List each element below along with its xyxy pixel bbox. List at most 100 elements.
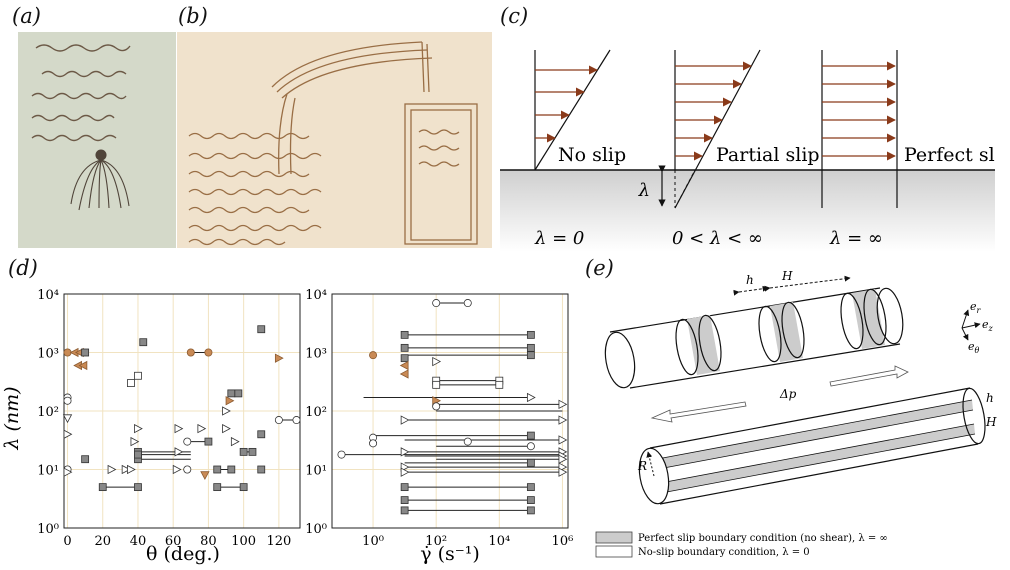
data-point [81,455,90,464]
data-point [369,439,378,448]
x-tick-label: 10⁴ [488,534,510,549]
data-point [432,356,442,367]
data-point [526,496,535,504]
lower-cylinder [638,387,986,505]
data-point [98,483,107,492]
data-point [432,380,441,389]
label-partial-slip: Partial slip [716,144,820,166]
data-point [558,415,568,425]
data-point [257,325,266,334]
slip-length-charts: 10⁰ 10¹ 10² 10³ 10⁴ 0 20 40 60 80 100 120 10⁰ 10¹ 10²… [1,288,573,565]
data-point [399,360,409,371]
data-point [139,338,148,347]
data-point [526,343,535,352]
data-point [230,436,240,447]
data-point [463,299,472,308]
data-point [134,483,142,492]
cylinder-schematic: h H er ez eθ Δp R h [590,269,1010,566]
y-tick-label: 10⁰ [37,522,59,537]
data-point [204,437,213,446]
data-point [107,464,117,475]
data-point [526,330,535,339]
x-tick-label: 0 [63,534,71,549]
data-point [130,436,140,447]
data-point [222,423,231,434]
condition-no-slip: λ = 0 [534,228,584,249]
data-point [526,458,535,467]
label-no-slip: No slip [558,144,626,166]
x-tick-label: 10⁶ [552,534,574,549]
data-point [63,467,73,477]
chart-theta-xlabel: θ (deg.) [146,543,220,565]
data-point [239,447,248,456]
y-tick-label: 10² [305,405,327,420]
plot-frame [331,293,569,529]
chart-shear-rate: 10⁰ 10¹ 10² 10³ 10⁴ 10⁰ 10² 10⁴ 10⁶ [305,288,573,549]
data-point [248,447,257,456]
condition-partial-slip: 0 < λ < ∞ [672,228,763,249]
panel-label-b: (b) [178,4,208,28]
data-point [558,454,568,464]
data-point [200,471,210,481]
data-point [274,416,283,425]
data-point [400,330,409,339]
data-point [526,351,535,360]
axis-er: er [970,300,982,315]
data-point [174,447,184,457]
radius-label: R [637,459,647,473]
data-point [526,442,535,451]
panel-label-e: (e) [585,256,614,280]
flow-arrow-right-icon [829,365,909,387]
upper-H-label: H [781,270,793,283]
data-point [134,371,142,380]
y-tick-label: 10³ [305,347,327,362]
data-point [432,402,441,411]
data-point [225,396,235,406]
axis-etheta: eθ [968,340,980,355]
partial-slip-velocity-arrows [675,61,752,161]
flow-arrow-left-icon [650,401,747,423]
data-point [183,437,192,446]
data-point [134,423,143,434]
y-tick-label: 10¹ [305,464,327,479]
plot-frame [63,293,301,529]
data-point [227,389,236,398]
data-point [81,348,90,357]
data-point [526,392,536,403]
panel-label-d: (d) [8,256,38,280]
data-point [63,396,72,405]
upper-cylinder [604,287,904,389]
data-point [63,429,73,439]
data-point [183,465,192,474]
data-point [526,431,535,440]
label-perfect-slip: Perfect slip [904,144,995,166]
data-point [174,423,184,434]
data-point [213,483,222,492]
y-tick-label: 10⁰ [305,522,327,537]
upper-h-label: h [746,273,754,287]
x-tick-label: 40 [130,534,147,549]
wall [500,170,995,252]
lower-h-label: h [986,391,994,405]
manuscript-photo-b [177,32,492,248]
y-tick-label: 10⁴ [305,288,327,303]
data-point [172,464,182,475]
chart-theta: 10⁰ 10¹ 10² 10³ 10⁴ 0 20 40 60 80 100 120 [37,288,301,549]
legend-no-slip: No-slip boundary condition, λ = 0 [638,547,810,558]
no-slip-velocity-arrows [535,65,598,143]
data-point [127,464,136,475]
legend-swatch-perfect-slip [595,531,633,544]
x-tick-label: 100 [231,534,256,549]
x-tick-label: 60 [165,534,182,549]
data-point [369,351,378,360]
x-tick-label: 20 [94,534,111,549]
data-point [222,406,231,416]
data-point [213,465,222,474]
data-point [292,416,301,425]
data-point [274,353,284,363]
y-tick-label: 10³ [37,347,59,362]
data-point [337,450,346,459]
data-point [526,483,535,492]
data-point [62,414,73,424]
data-point [186,348,195,357]
